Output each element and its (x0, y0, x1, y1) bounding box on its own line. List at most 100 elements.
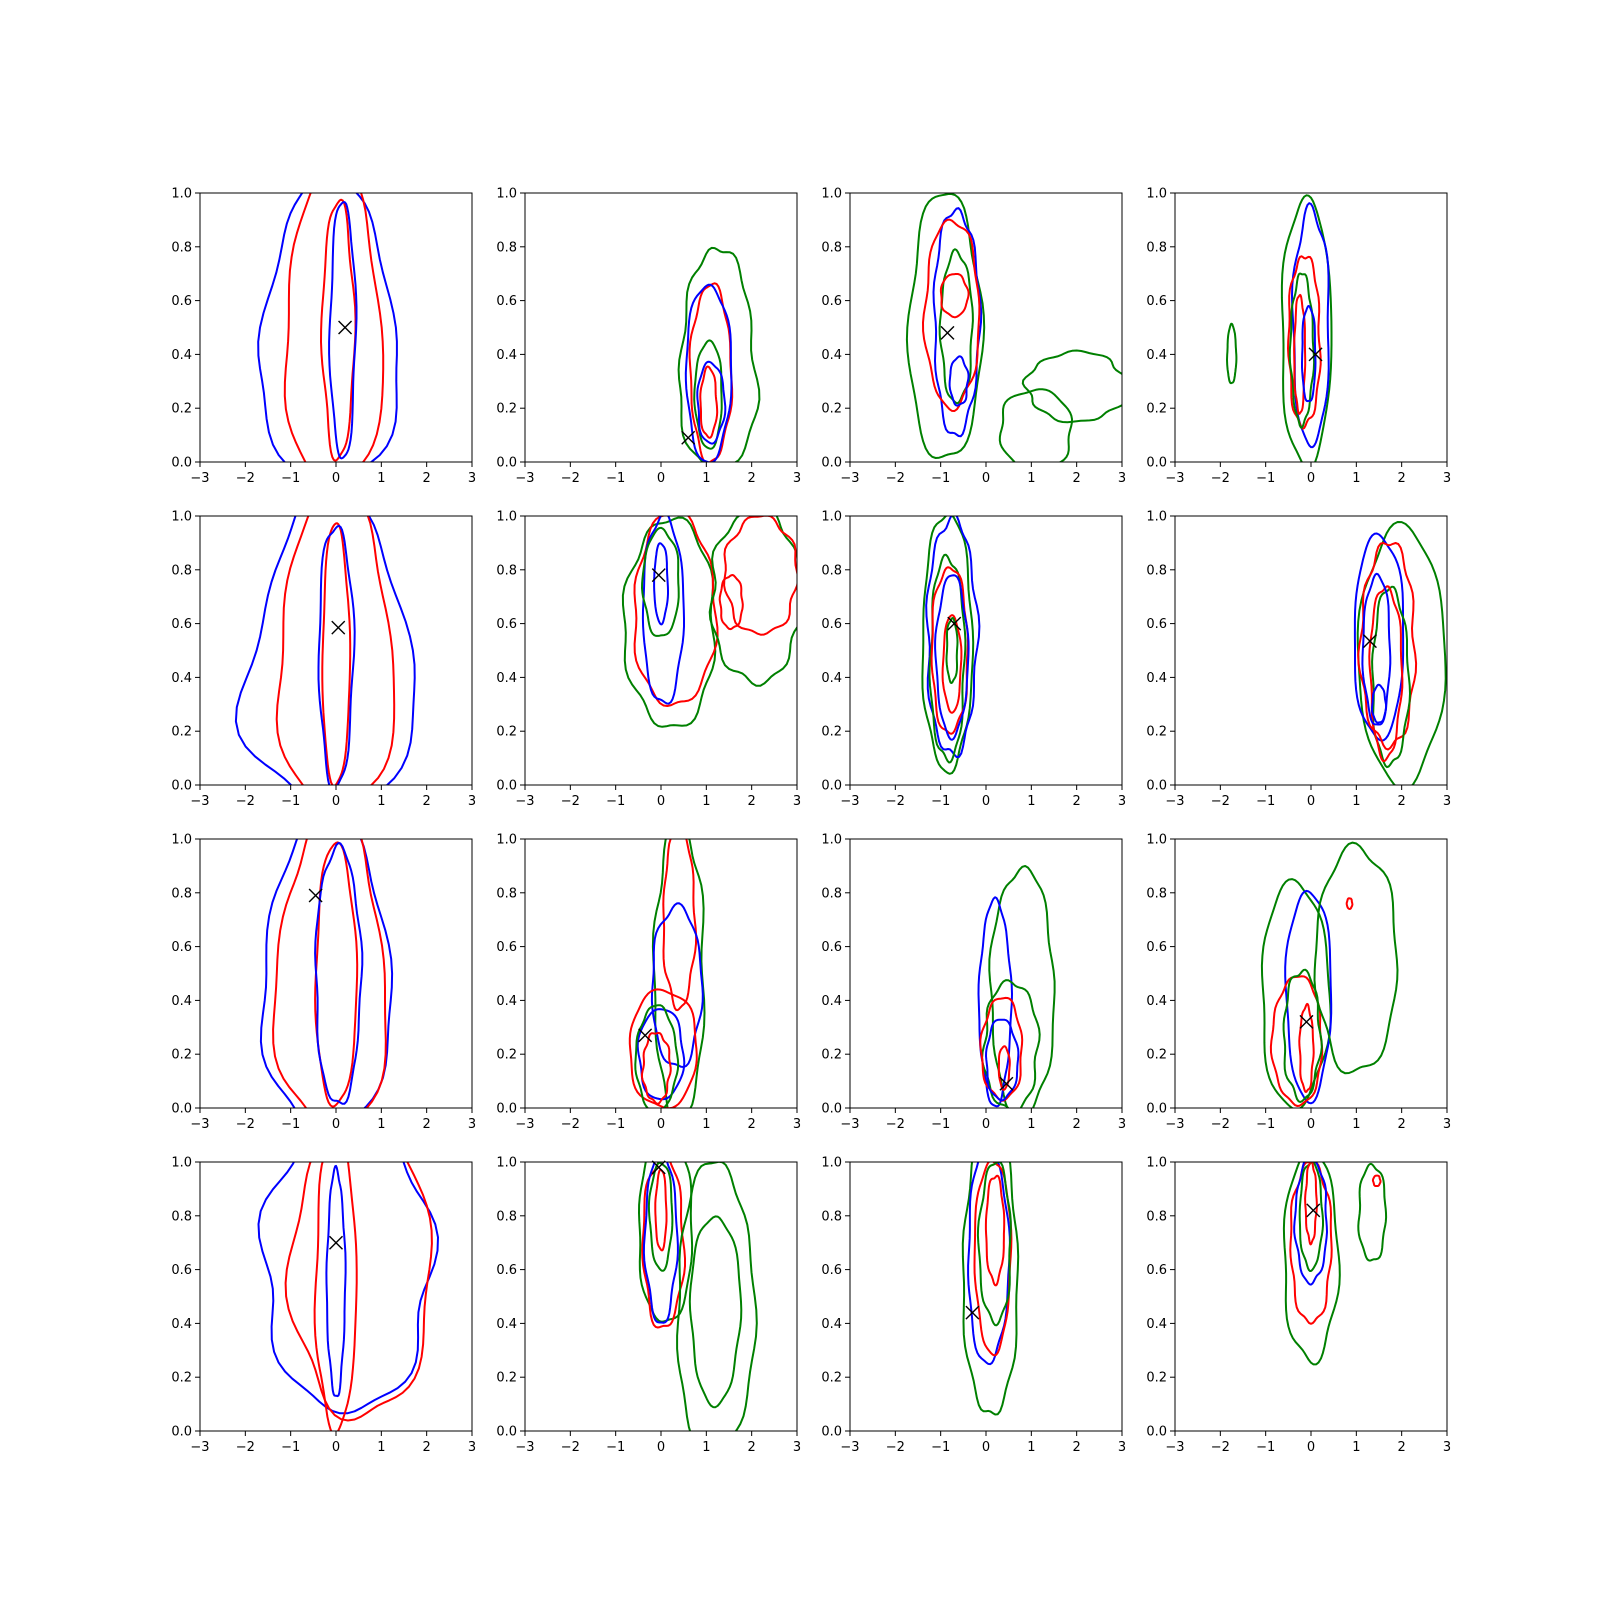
contour-red-2 (283, 193, 385, 462)
subplot-9: −3 −2 −1 0 1 2 3 0.0 0.2 0.4 0.6 0.8 1.0 (171, 833, 476, 1133)
y-tick-label: 0.6 (821, 294, 842, 309)
y-tick-label: 1.0 (821, 833, 842, 848)
contour-group (257, 1162, 439, 1431)
x-tick-label: 0 (332, 471, 340, 486)
y-tick-label: 0.6 (821, 940, 842, 955)
y-tick-label: 0.6 (171, 940, 192, 955)
x-tick-label: 1 (1352, 1117, 1360, 1132)
y-tick-label: 0.8 (1146, 563, 1167, 578)
contour-green-1 (1280, 194, 1333, 462)
x-tick-label: 1 (1352, 471, 1360, 486)
x-tick-label: 1 (377, 1117, 385, 1132)
contour-green-6 (676, 1162, 758, 1431)
x-tick-label: 2 (423, 1440, 431, 1455)
y-tick-label: 0.8 (171, 1209, 192, 1224)
x-marker (1362, 634, 1377, 649)
x-tick-label: 2 (1073, 1117, 1081, 1132)
contour-red-2 (641, 1162, 686, 1329)
contour-blue-3 (1293, 1162, 1328, 1286)
y-tick-label: 0.0 (1146, 779, 1167, 794)
contour-red-5 (1298, 1002, 1315, 1093)
contour-group (1226, 194, 1333, 462)
contour-red-5 (1304, 1162, 1318, 1246)
x-tick-label: 3 (1118, 794, 1126, 809)
contour-red-5 (1293, 293, 1307, 415)
x-marker (308, 888, 323, 903)
x-tick-label: −1 (1256, 794, 1275, 809)
y-tick-label: 0.0 (821, 1425, 842, 1440)
contour-green-6 (634, 1004, 680, 1108)
subplot-12: −3 −2 −1 0 1 2 3 0.0 0.2 0.4 0.6 0.8 1.0 (1146, 833, 1451, 1133)
subplot-15: −3 −2 −1 0 1 2 3 0.0 0.2 0.4 0.6 0.8 1.0 (821, 1156, 1126, 1456)
y-tick-label: 0.0 (496, 779, 517, 794)
contour-blue-6 (1301, 305, 1317, 403)
contour-red-3 (1287, 255, 1322, 430)
y-tick-label: 0.8 (1146, 1209, 1167, 1224)
contour-green-1 (1282, 1162, 1341, 1366)
x-tick-label: 1 (702, 794, 710, 809)
x-tick-label: −3 (190, 471, 209, 486)
y-tick-label: 0.6 (496, 294, 517, 309)
y-tick-label: 0.4 (171, 994, 192, 1009)
y-tick-label: 0.6 (496, 617, 517, 632)
contour-red-2 (275, 516, 396, 785)
contour-blue-4 (314, 842, 364, 1105)
contour-green-3 (981, 979, 1041, 1108)
contour-group (638, 1162, 758, 1431)
contour-green-4 (976, 1162, 1012, 1327)
contour-green-4 (1288, 272, 1316, 429)
x-tick-label: −3 (515, 794, 534, 809)
subplot-8: −3 −2 −1 0 1 2 3 0.0 0.2 0.4 0.6 0.8 1.0 (1146, 510, 1451, 810)
y-tick-label: 0.4 (496, 348, 517, 363)
contour-blue-2 (925, 516, 981, 758)
y-tick-label: 0.6 (1146, 617, 1167, 632)
contour-blue-5 (985, 1018, 1020, 1102)
contour-green-1 (905, 193, 986, 459)
y-tick-label: 0.8 (821, 886, 842, 901)
x-tick-label: −1 (606, 1117, 625, 1132)
x-tick-label: 0 (332, 794, 340, 809)
y-tick-label: 0.8 (496, 563, 517, 578)
x-tick-label: 0 (1307, 1117, 1315, 1132)
x-marker (940, 325, 955, 340)
x-tick-label: 2 (748, 794, 756, 809)
x-tick-label: 0 (1307, 1440, 1315, 1455)
x-tick-label: −3 (515, 1117, 534, 1132)
x-tick-label: −3 (190, 1440, 209, 1455)
contour-red-3 (973, 1162, 1013, 1357)
x-tick-label: 3 (1118, 1440, 1126, 1455)
y-tick-label: 0.4 (496, 671, 517, 686)
y-tick-label: 0.4 (171, 1317, 192, 1332)
y-tick-label: 0.6 (1146, 294, 1167, 309)
y-tick-label: 0.6 (171, 1263, 192, 1278)
x-tick-label: −1 (931, 471, 950, 486)
x-tick-label: −2 (1211, 1117, 1230, 1132)
y-tick-label: 0.8 (171, 886, 192, 901)
x-tick-label: 0 (657, 1117, 665, 1132)
subplot-2: −3 −2 −1 0 1 2 3 0.0 0.2 0.4 0.6 0.8 1.0 (496, 187, 801, 487)
x-tick-label: 2 (1398, 1117, 1406, 1132)
subplot-10: −3 −2 −1 0 1 2 3 0.0 0.2 0.4 0.6 0.8 1.0 (496, 833, 801, 1133)
contour-green-6 (1313, 841, 1399, 1075)
contour-green-7 (1226, 322, 1238, 385)
x-marker (338, 320, 353, 335)
contour-group (677, 246, 761, 462)
y-tick-label: 0.4 (821, 348, 842, 363)
contour-blue-3 (650, 902, 704, 1068)
contour-group (234, 516, 416, 785)
x-tick-label: 1 (377, 471, 385, 486)
contour-red-5 (939, 273, 970, 319)
x-marker (999, 1076, 1014, 1091)
y-tick-label: 0.0 (171, 1425, 192, 1440)
x-tick-label: 3 (793, 794, 801, 809)
contour-red-8 (718, 574, 744, 631)
y-tick-label: 0.8 (821, 240, 842, 255)
contour-red-4 (930, 566, 969, 735)
x-marker (1299, 1014, 1314, 1029)
contour-red-4 (628, 988, 698, 1108)
x-tick-label: −2 (886, 794, 905, 809)
y-tick-label: 1.0 (1146, 1156, 1167, 1171)
x-marker (638, 1028, 653, 1043)
y-tick-label: 0.8 (1146, 886, 1167, 901)
x-tick-label: 3 (1118, 1117, 1126, 1132)
